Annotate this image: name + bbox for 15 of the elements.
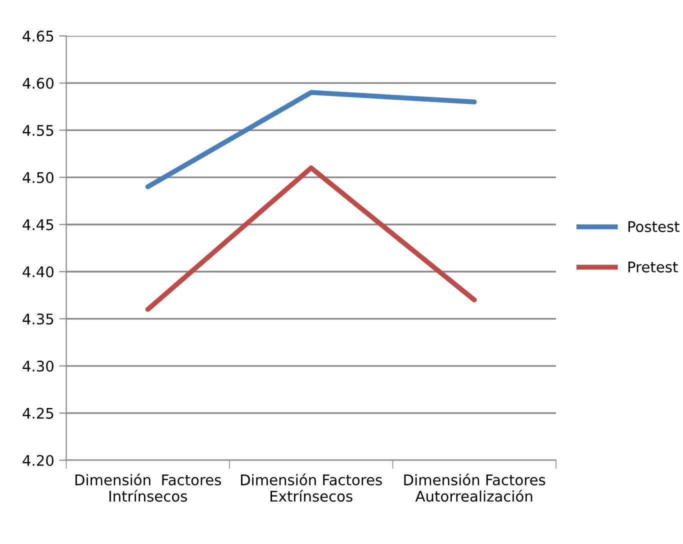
- y-tick-label: 4.50: [22, 172, 54, 184]
- x-tick-label: Dimensión Factores Intrínsecos: [75, 474, 221, 502]
- y-tick-label: 4.35: [22, 314, 54, 325]
- legend-label: Pretest: [628, 262, 678, 272]
- y-tick-label: 4.30: [22, 360, 54, 372]
- y-tick-label: 4.55: [22, 125, 54, 136]
- x-tick-label: Dimensión Factores Extrínsecos: [241, 474, 382, 502]
- y-tick-label: 4.60: [22, 78, 54, 89]
- y-tick-label: 4.65: [22, 30, 54, 42]
- y-tick-label: 4.40: [22, 266, 54, 278]
- y-tick-label: 4.45: [22, 219, 54, 230]
- legend-label: Postest: [628, 221, 680, 232]
- y-tick-label: 4.25: [22, 408, 54, 419]
- x-tick-label: Dimensión Factores Autorrealización: [404, 474, 546, 502]
- y-tick-label: 4.20: [22, 454, 54, 466]
